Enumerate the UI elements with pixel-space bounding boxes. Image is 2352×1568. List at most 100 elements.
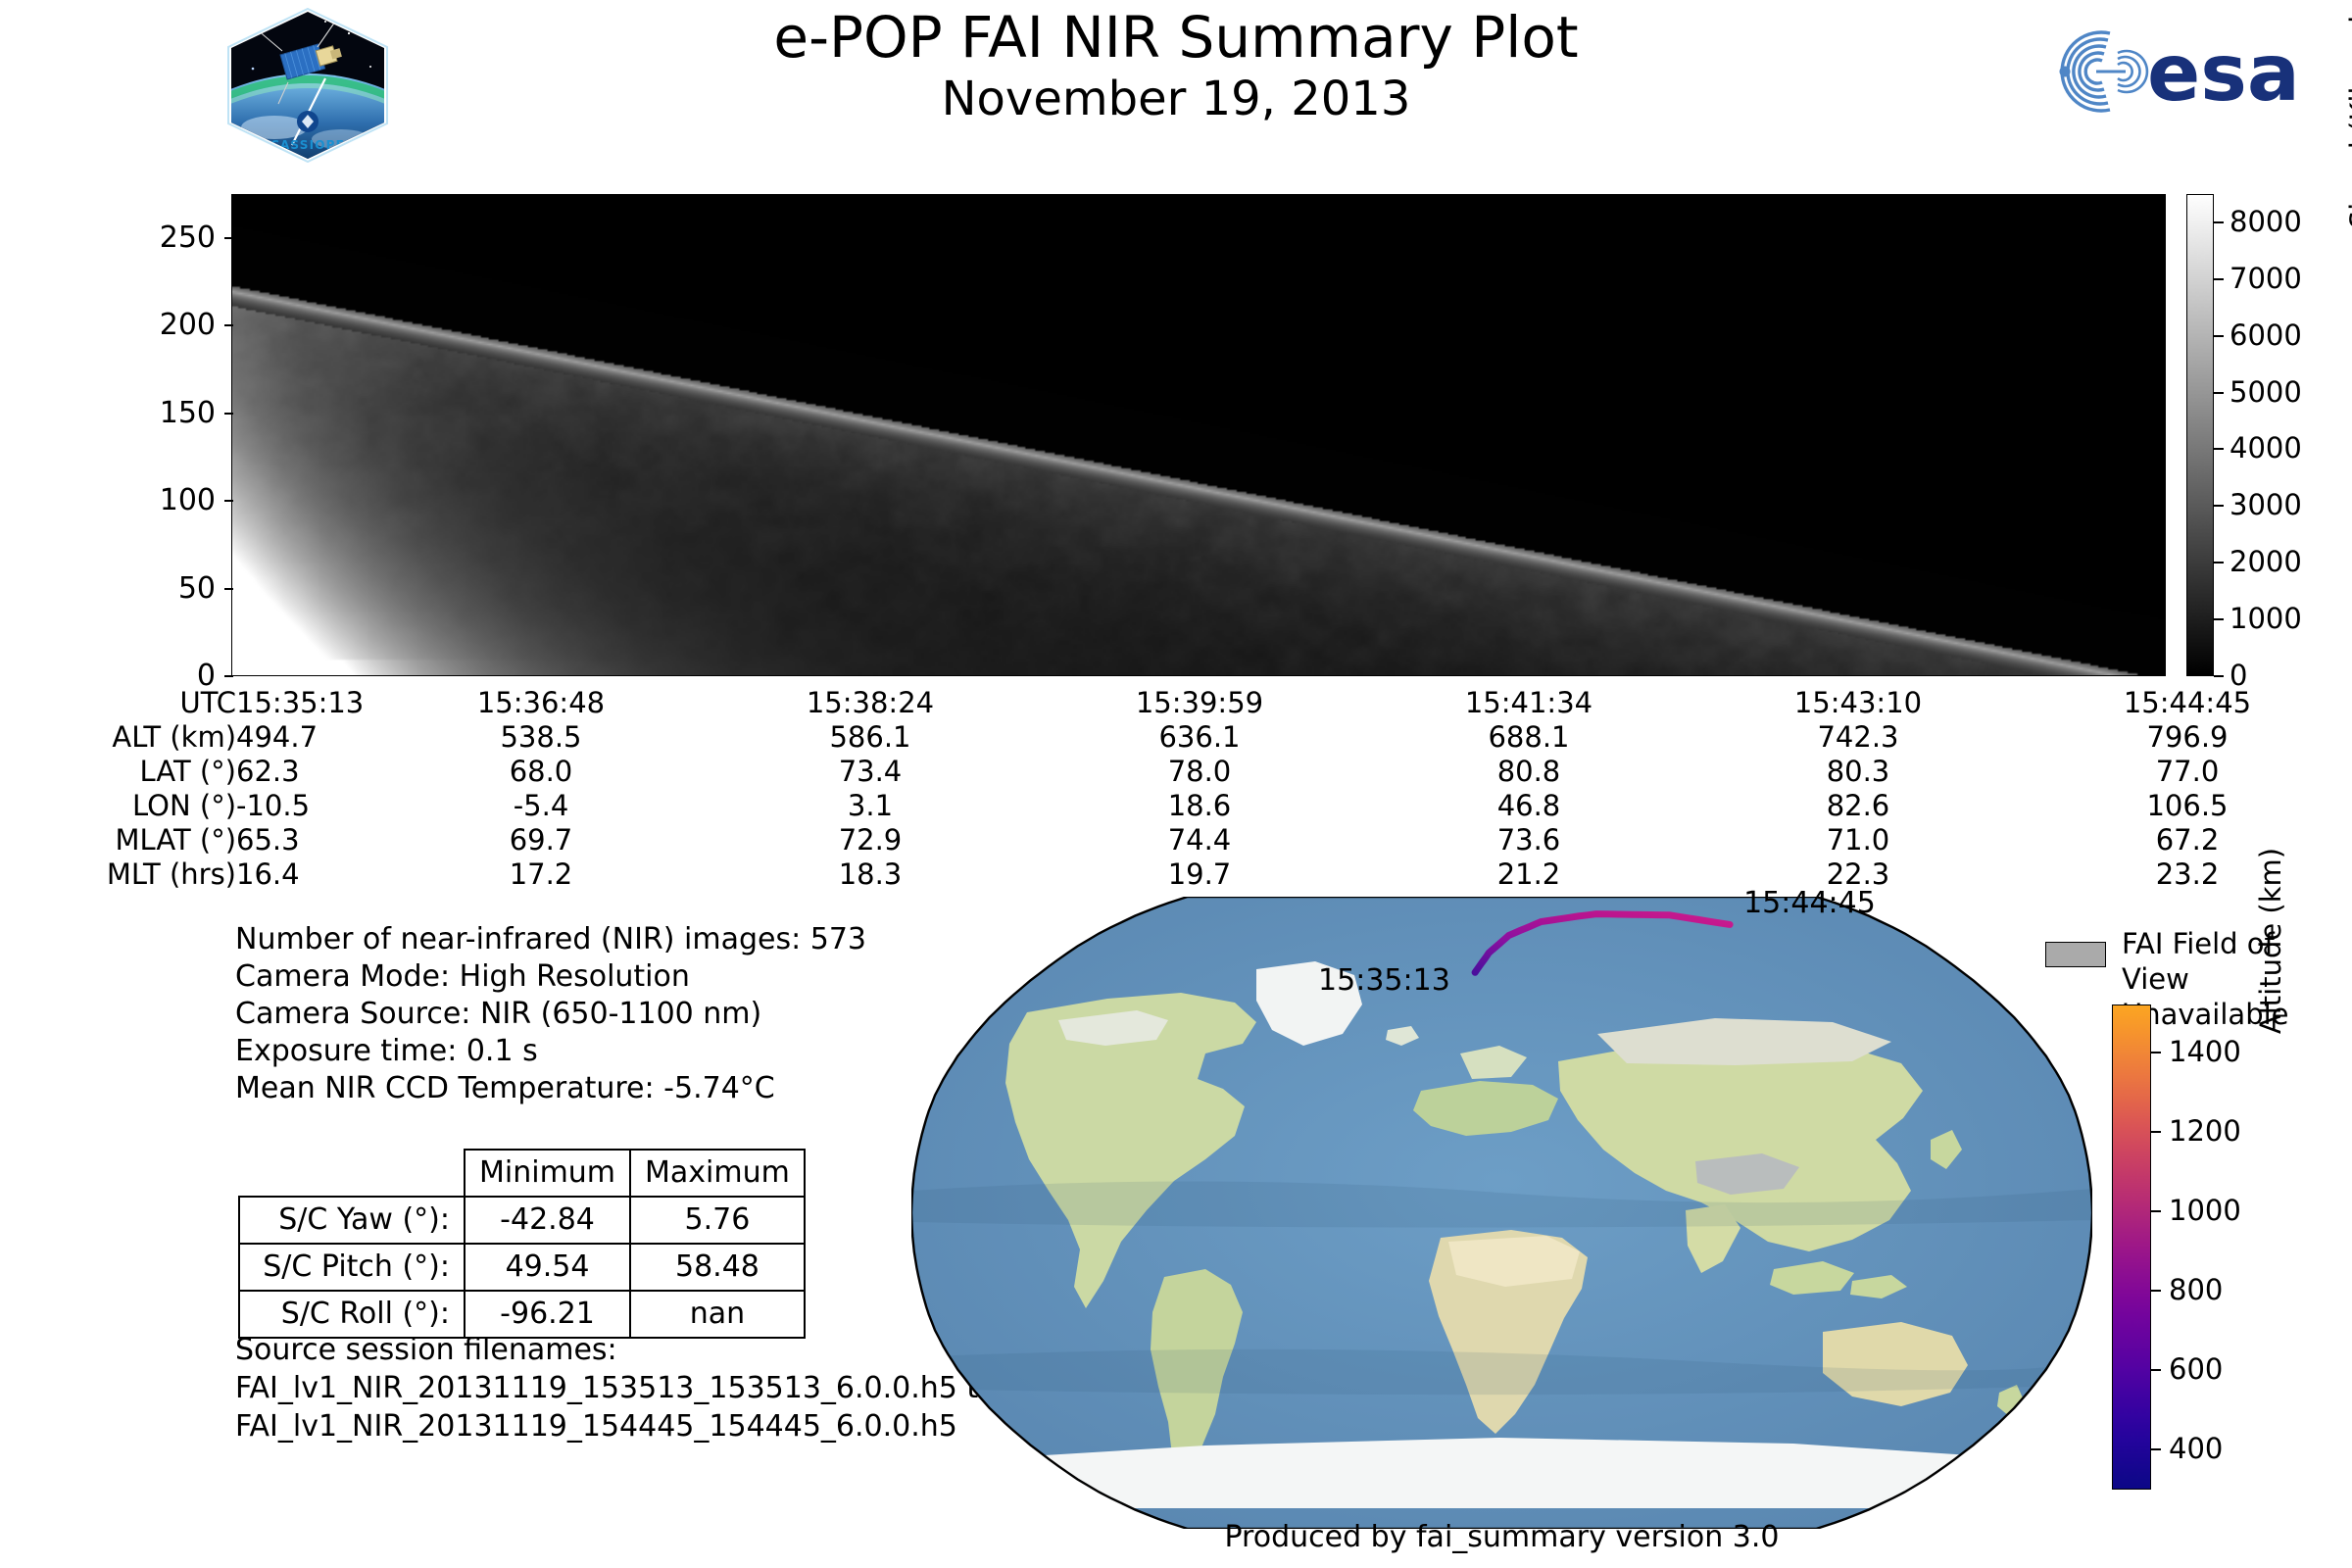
signal-colorbar-tick-mark (2214, 448, 2224, 451)
param-cell: 636.1 (1158, 720, 1241, 754)
param-cell: 18.3 (838, 858, 903, 891)
param-cell: 80.8 (1496, 755, 1561, 788)
fov-unavailable-swatch (2045, 942, 2106, 967)
keogram-ytick-label: 0 (196, 659, 216, 693)
keogram-plot-area (231, 194, 2166, 676)
keogram-ytick-mark (224, 412, 233, 415)
param-cell: 796.9 (2146, 720, 2229, 754)
observation-info-block: Number of near-infrared (NIR) images: 57… (235, 921, 866, 1107)
keogram-ytick-label: 50 (177, 570, 216, 606)
signal-colorbar-tick-mark (2214, 618, 2224, 621)
title-block: e-POP FAI NIR Summary Plot November 19, … (0, 4, 2352, 127)
table-row: MLT (hrs) 16.4 17.2 18.3 19.7 21.2 22.3 23.2 (0, 858, 2352, 892)
param-cell: 77.0 (2155, 755, 2220, 788)
param-cell: 16.4 (236, 858, 300, 891)
param-cell: 80.3 (1826, 755, 1890, 788)
sc-row-label: S/C Yaw (°): (238, 1196, 466, 1245)
param-cell: 15:38:24 (806, 686, 935, 719)
keogram-ytick-mark (224, 587, 233, 590)
param-cell: 106.5 (2146, 789, 2229, 822)
table-row: LAT (°) 62.3 68.0 73.4 78.0 80.8 80.3 77.0 (0, 755, 2352, 789)
param-cell: 21.2 (1496, 858, 1561, 891)
param-cell: -5.4 (513, 789, 569, 822)
keogram-ytick-mark (224, 236, 233, 239)
filenames-heading: Source session filenames: (235, 1333, 617, 1367)
param-cell: 65.3 (236, 823, 300, 857)
param-cell: 688.1 (1488, 720, 1570, 754)
param-cell: 78.0 (1167, 755, 1232, 788)
signal-colorbar-tick-label: 4000 (2230, 431, 2302, 466)
param-row-label: MLAT (°) (115, 823, 237, 857)
altitude-colorbar-tick-mark (2151, 1209, 2161, 1212)
keogram-ytick-label: 100 (159, 483, 216, 518)
filename-first: FAI_lv1_NIR_20131119_153513_153513_6.0.0… (235, 1371, 997, 1405)
signal-colorbar-tick-mark (2214, 562, 2224, 564)
page-subtitle: November 19, 2013 (941, 72, 1411, 126)
param-cell: 69.7 (509, 823, 573, 857)
altitude-colorbar-tick-mark (2151, 1369, 2161, 1372)
altitude-colorbar-tick-label: 800 (2169, 1273, 2224, 1307)
altitude-colorbar-tick-mark (2151, 1130, 2161, 1133)
signal-colorbar-tick-mark (2214, 391, 2224, 394)
param-row-label: UTC (179, 686, 237, 719)
map-end-time-label: 15:44:45 (1743, 886, 1876, 921)
table-row: UTC 15:35:13 15:36:48 15:38:24 15:39:59 15:41… (0, 686, 2352, 720)
param-cell: 15:44:45 (2123, 686, 2252, 719)
altitude-colorbar-tick-label: 600 (2169, 1352, 2224, 1387)
cassiope-logo: CASSIOPE (223, 7, 392, 164)
param-cell: 82.6 (1826, 789, 1890, 822)
signal-colorbar-tick-label: 7000 (2230, 261, 2302, 295)
sc-min-value: -42.84 (463, 1196, 632, 1245)
altitude-colorbar-tick-label: 1200 (2169, 1113, 2241, 1148)
param-cell: 586.1 (829, 720, 911, 754)
esa-logo: esa (2024, 18, 2318, 125)
keogram-ytick-label: 250 (159, 220, 216, 255)
altitude-colorbar-label: Altitude (km) (2254, 847, 2287, 1035)
param-row-label: LAT (°) (139, 755, 237, 788)
table-row: ALT (km) 494.7 538.5 586.1 636.1 688.1 742.3 79… (0, 720, 2352, 755)
signal-colorbar-tick-label: 0 (2230, 659, 2248, 692)
param-cell: 15:35:13 (236, 686, 365, 719)
altitude-colorbar-tick-mark (2151, 1051, 2161, 1054)
keogram-ytick-mark (224, 500, 233, 503)
altitude-colorbar-tick-mark (2151, 1448, 2161, 1451)
altitude-colorbar-gradient (2113, 1005, 2150, 1489)
source-filenames-block: Source session filenames: FAI_lv1_NIR_20… (235, 1331, 997, 1446)
sc-min-value: 49.54 (463, 1243, 632, 1292)
param-cell: 18.6 (1167, 789, 1232, 822)
altitude-colorbar-tick-label: 1000 (2169, 1193, 2241, 1227)
signal-colorbar-label: Signal (Kilorayleighs) (2344, 0, 2352, 229)
table-row: S/C Yaw (°): -42.84 5.76 (238, 1196, 806, 1245)
keogram-ytick-label: 150 (159, 395, 216, 430)
signal-colorbar-tick-label: 6000 (2230, 318, 2302, 352)
param-cell: 3.1 (847, 789, 894, 822)
param-cell: 72.9 (838, 823, 903, 857)
page-header: CASSIOPE e-POP FAI NIR Summary Plot Nove… (0, 0, 2352, 172)
altitude-colorbar-tick-mark (2151, 1290, 2161, 1293)
fov-legend-line2: View Unavailable (2122, 962, 2289, 1031)
altitude-colorbar (2112, 1004, 2151, 1490)
param-cell: -10.5 (236, 789, 311, 822)
orbit-parameter-table: UTC 15:35:13 15:36:48 15:38:24 15:39:59 15:41… (0, 686, 2352, 892)
signal-colorbar-tick-label: 5000 (2230, 374, 2302, 409)
param-row-label: LON (°) (132, 789, 237, 822)
keogram-image (232, 195, 2165, 675)
param-cell: 742.3 (1817, 720, 1899, 754)
table-row: MLAT (°) 65.3 69.7 72.9 74.4 73.6 71.0 67.2 (0, 823, 2352, 858)
param-cell: 67.2 (2155, 823, 2220, 857)
param-cell: 17.2 (509, 858, 573, 891)
table-row: LON (°) -10.5 -5.4 3.1 18.6 46.8 82.6 106.5 (0, 789, 2352, 823)
info-line-temp: Mean NIR CCD Temperature: -5.74°C (235, 1071, 775, 1105)
info-line-exposure: Exposure time: 0.1 s (235, 1034, 538, 1068)
param-cell: 19.7 (1167, 858, 1232, 891)
table-row: S/C Pitch (°): 49.54 58.48 (238, 1243, 806, 1292)
svg-text:esa: esa (2147, 27, 2300, 119)
param-row-label: ALT (km) (112, 720, 237, 754)
param-cell: 494.7 (236, 720, 318, 754)
signal-colorbar-gradient (2187, 195, 2213, 675)
altitude-colorbar-tick-label: 400 (2169, 1432, 2224, 1466)
signal-colorbar-tick-mark (2214, 220, 2224, 223)
sc-header-cell: Minimum (463, 1149, 632, 1198)
svg-text:CASSIOPE: CASSIOPE (270, 138, 345, 152)
sc-header-blank (239, 1150, 465, 1197)
